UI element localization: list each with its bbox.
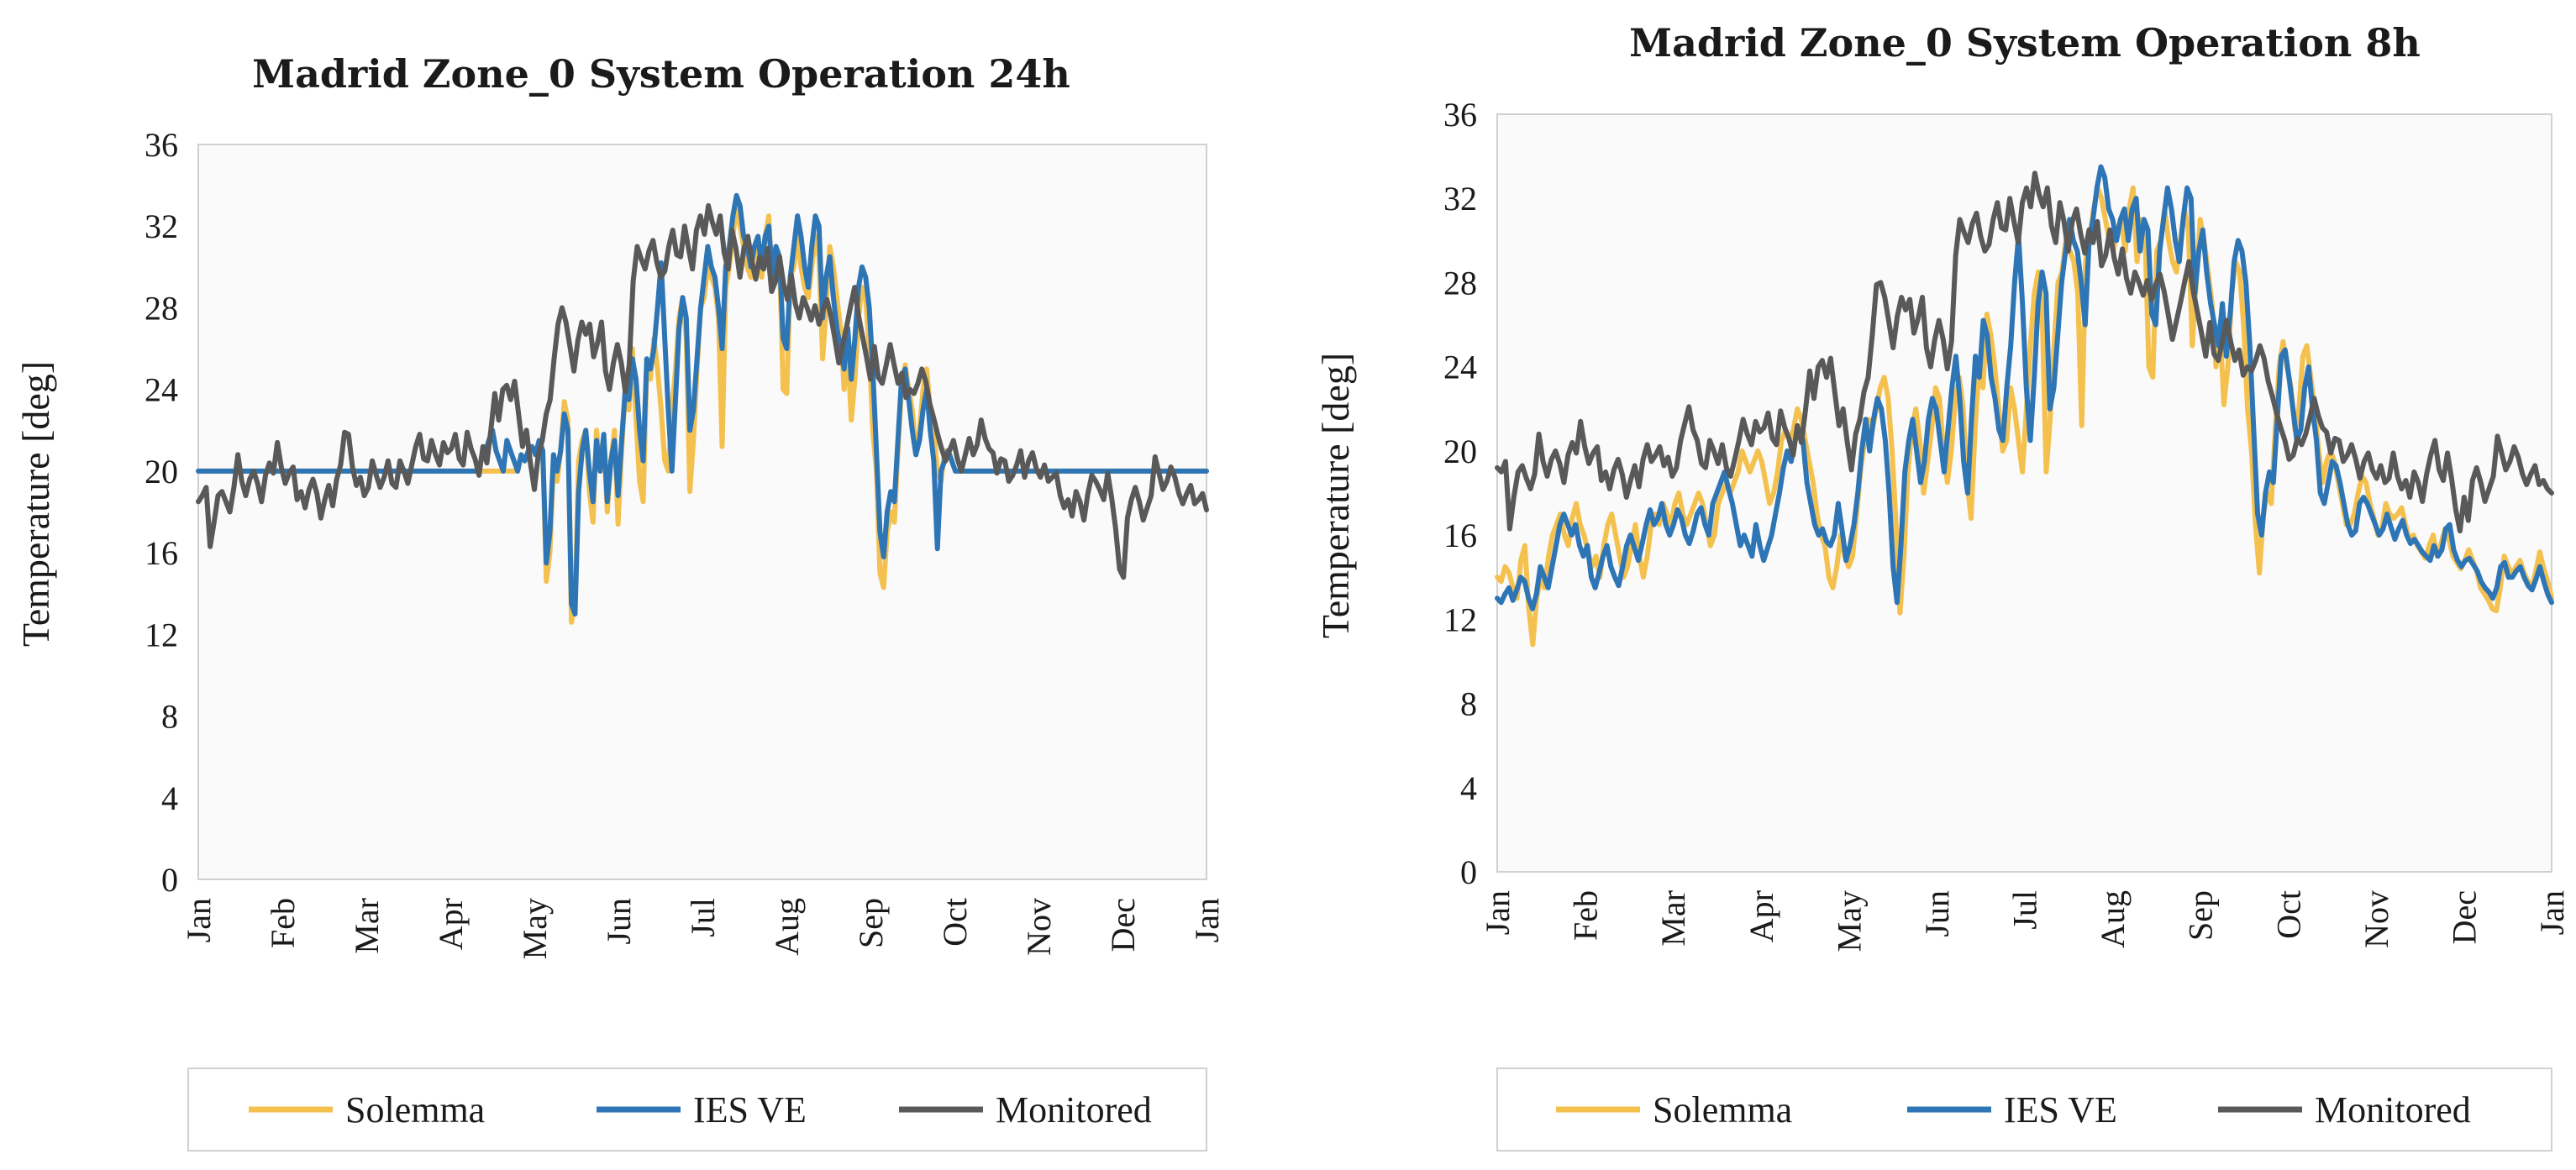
x-tick-label: Feb: [1567, 890, 1605, 941]
legend: [1496, 1068, 2552, 1152]
x-tick-label: Sep: [852, 898, 890, 948]
y-tick-label: 8: [1460, 685, 1477, 723]
x-tick-label: Apr: [432, 898, 470, 950]
x-tick-label: Aug: [2094, 890, 2132, 948]
y-tick-label: 12: [145, 616, 178, 653]
y-tick-label: 24: [145, 371, 178, 409]
series-line-ies-ve: [1495, 164, 2554, 611]
plot-area: [1496, 113, 2552, 873]
chart-8h: Madrid Zone_0 System Operation 8h Temper…: [1314, 20, 2571, 1152]
legend-label: IES VE: [2004, 1089, 2117, 1131]
legend-entries: Solemma IES VE Monitored: [249, 1089, 1152, 1131]
y-axis-label: Temperature [deg]: [14, 361, 57, 647]
plot-area: [197, 144, 1207, 880]
x-tick-label: Dec: [1104, 898, 1142, 952]
y-tick-label: 16: [1443, 517, 1477, 554]
x-tick-label: Dec: [2445, 890, 2483, 944]
legend-label: IES VE: [693, 1089, 807, 1131]
y-tick-label: 16: [145, 534, 178, 572]
legend-entries: Solemma IES VE Monitored: [1556, 1089, 2471, 1131]
x-tick-label: Jun: [600, 898, 638, 945]
y-tick-label: 36: [1443, 96, 1477, 134]
legend-label: Monitored: [996, 1089, 1152, 1131]
x-tick-label: Nov: [1020, 898, 1058, 956]
x-tick-label: Jan: [180, 898, 218, 942]
y-tick-label: 32: [145, 207, 178, 245]
y-tick-label: 8: [161, 698, 178, 736]
legend-label: Solemma: [345, 1089, 485, 1131]
y-tick-label: 20: [1443, 433, 1477, 470]
x-tick-labels: Jan Feb Mar Apr May Jun Jul Aug Sep Oct Nov Dec Jan: [1479, 890, 2571, 952]
y-tick-label: 4: [1460, 769, 1477, 807]
legend-label: Monitored: [2315, 1089, 2471, 1131]
x-tick-label: May: [516, 898, 554, 959]
series-lines: [1495, 164, 2554, 648]
y-axis-label: Temperature [deg]: [1314, 353, 1357, 638]
x-tick-label: Oct: [2269, 890, 2307, 939]
y-tick-label: 28: [1443, 264, 1477, 302]
y-tick-label: 0: [161, 861, 178, 899]
y-tick-label: 12: [1443, 601, 1477, 638]
x-tick-label: Jan: [1188, 898, 1226, 942]
x-tick-label: Jan: [1479, 890, 1517, 935]
x-tick-label: Aug: [768, 898, 806, 956]
x-tick-label: Jul: [684, 898, 722, 937]
x-tick-label: Mar: [1654, 890, 1692, 947]
x-tick-label: Jun: [1918, 890, 1956, 937]
x-tick-label: Apr: [1743, 890, 1780, 942]
y-tick-labels: 0 4 8 12 16 20 24 28 32 36: [145, 126, 178, 899]
x-tick-label: Oct: [936, 898, 974, 947]
x-tick-label: May: [1830, 890, 1868, 952]
series-lines: [196, 192, 1209, 625]
y-tick-label: 24: [1443, 349, 1477, 386]
y-tick-label: 28: [145, 289, 178, 327]
x-tick-label: Sep: [2182, 890, 2220, 941]
series-line-monitored: [1495, 171, 2554, 534]
x-tick-label: Jan: [2533, 890, 2571, 935]
x-tick-label: Feb: [264, 898, 302, 948]
x-tick-label: Jul: [2006, 890, 2044, 930]
y-tick-label: 20: [145, 453, 178, 491]
y-tick-label: 4: [161, 779, 178, 817]
chart-title: Madrid Zone_0 System Operation 24h: [252, 51, 1070, 97]
x-tick-label: Mar: [348, 898, 386, 954]
chart-24h: Madrid Zone_0 System Operation 24h Tempe…: [14, 51, 1226, 1152]
x-tick-label: Nov: [2358, 890, 2395, 948]
x-tick-labels: Jan Feb Mar Apr May Jun Jul Aug Sep Oct Nov Dec Jan: [180, 898, 1226, 959]
y-tick-labels: 0 4 8 12 16 20 24 28 32 36: [1443, 96, 1477, 891]
series-line-monitored: [196, 202, 1209, 580]
y-tick-label: 32: [1443, 180, 1477, 218]
chart-title: Madrid Zone_0 System Operation 8h: [1629, 20, 2421, 66]
legend-label: Solemma: [1653, 1089, 1792, 1131]
y-tick-label: 0: [1460, 853, 1477, 891]
y-tick-label: 36: [145, 126, 178, 164]
legend: [187, 1068, 1207, 1152]
